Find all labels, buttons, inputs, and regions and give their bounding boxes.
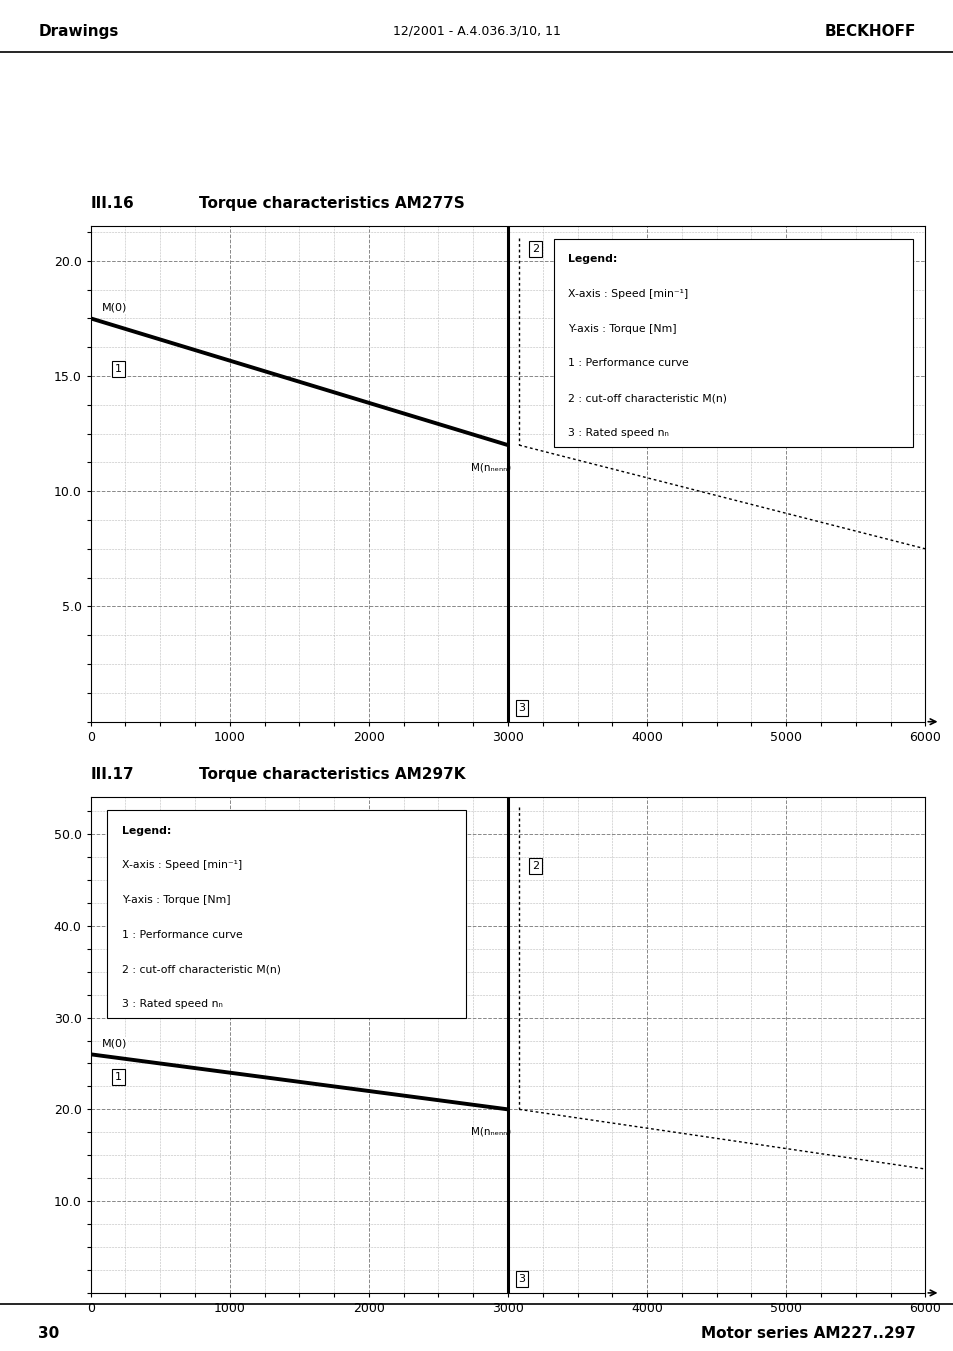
Text: Y-axis : Torque [Nm]: Y-axis : Torque [Nm] <box>122 894 230 905</box>
Text: X-axis : Speed [min⁻¹]: X-axis : Speed [min⁻¹] <box>122 861 242 870</box>
Text: Drawings: Drawings <box>38 24 118 39</box>
Text: 1 : Performance curve: 1 : Performance curve <box>122 929 242 940</box>
Text: III.17: III.17 <box>91 767 134 782</box>
Text: Torque characteristics AM277S: Torque characteristics AM277S <box>199 196 464 211</box>
Text: 1 : Performance curve: 1 : Performance curve <box>568 358 688 369</box>
Text: 3: 3 <box>517 703 525 713</box>
Text: 12/2001 - A.4.036.3/10, 11: 12/2001 - A.4.036.3/10, 11 <box>393 24 560 38</box>
Bar <box>107 809 466 1017</box>
Bar <box>554 239 912 447</box>
Text: 3: 3 <box>517 1274 525 1285</box>
Text: M(nₙₑₙₙ): M(nₙₑₙₙ) <box>471 462 511 473</box>
Text: Torque characteristics AM297K: Torque characteristics AM297K <box>199 767 465 782</box>
Text: BECKHOFF: BECKHOFF <box>823 24 915 39</box>
Text: M(0): M(0) <box>102 303 127 312</box>
Text: Y-axis : Torque [Nm]: Y-axis : Torque [Nm] <box>568 324 677 334</box>
Text: III.16: III.16 <box>91 196 134 211</box>
Text: Motor series AM227..297: Motor series AM227..297 <box>700 1325 915 1340</box>
Text: 1: 1 <box>114 1073 122 1082</box>
Text: 2 : cut-off characteristic M(n): 2 : cut-off characteristic M(n) <box>122 965 280 974</box>
Text: Legend:: Legend: <box>122 825 171 835</box>
Text: 2: 2 <box>532 861 538 871</box>
Text: X-axis : Speed [min⁻¹]: X-axis : Speed [min⁻¹] <box>568 289 688 299</box>
Text: 2: 2 <box>532 245 538 254</box>
Text: 3 : Rated speed nₙ: 3 : Rated speed nₙ <box>122 998 222 1009</box>
Text: Legend:: Legend: <box>568 254 617 265</box>
Text: M(0): M(0) <box>102 1039 127 1048</box>
Text: 3 : Rated speed nₙ: 3 : Rated speed nₙ <box>568 428 668 438</box>
Text: 30: 30 <box>38 1325 59 1340</box>
Text: 1: 1 <box>114 363 122 374</box>
Text: M(nₙₑₙₙ): M(nₙₑₙₙ) <box>471 1127 511 1136</box>
Text: 2 : cut-off characteristic M(n): 2 : cut-off characteristic M(n) <box>568 393 726 403</box>
